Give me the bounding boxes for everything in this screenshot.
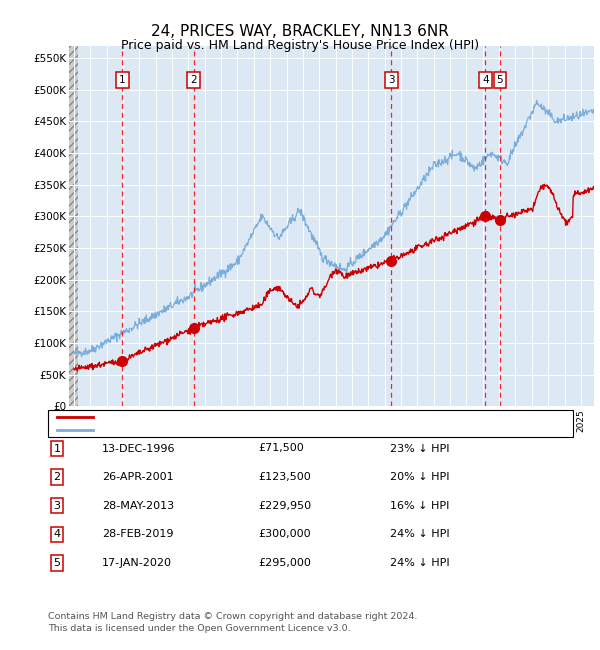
Text: £123,500: £123,500 bbox=[258, 472, 311, 482]
Text: HPI: Average price, detached house, West Northamptonshire: HPI: Average price, detached house, West… bbox=[97, 424, 414, 435]
Text: 4: 4 bbox=[53, 529, 61, 539]
Text: 3: 3 bbox=[388, 75, 395, 85]
Bar bbox=[69, 46, 78, 406]
Text: 28-MAY-2013: 28-MAY-2013 bbox=[102, 500, 174, 511]
Text: 24% ↓ HPI: 24% ↓ HPI bbox=[390, 529, 449, 539]
Text: 5: 5 bbox=[53, 558, 61, 568]
Text: 24, PRICES WAY, BRACKLEY, NN13 6NR: 24, PRICES WAY, BRACKLEY, NN13 6NR bbox=[151, 23, 449, 39]
Text: 23% ↓ HPI: 23% ↓ HPI bbox=[390, 443, 449, 454]
Text: £300,000: £300,000 bbox=[258, 529, 311, 539]
Text: 24% ↓ HPI: 24% ↓ HPI bbox=[390, 558, 449, 568]
Text: 20% ↓ HPI: 20% ↓ HPI bbox=[390, 472, 449, 482]
Text: 17-JAN-2020: 17-JAN-2020 bbox=[102, 558, 172, 568]
Text: 2: 2 bbox=[190, 75, 197, 85]
Text: 28-FEB-2019: 28-FEB-2019 bbox=[102, 529, 173, 539]
Text: £295,000: £295,000 bbox=[258, 558, 311, 568]
Text: 13-DEC-1996: 13-DEC-1996 bbox=[102, 443, 176, 454]
Text: 1: 1 bbox=[119, 75, 125, 85]
Text: 24, PRICES WAY, BRACKLEY, NN13 6NR (detached house): 24, PRICES WAY, BRACKLEY, NN13 6NR (deta… bbox=[97, 412, 395, 423]
Text: 2: 2 bbox=[53, 472, 61, 482]
Text: 16% ↓ HPI: 16% ↓ HPI bbox=[390, 500, 449, 511]
Text: Contains HM Land Registry data © Crown copyright and database right 2024.
This d: Contains HM Land Registry data © Crown c… bbox=[48, 612, 418, 633]
Text: 26-APR-2001: 26-APR-2001 bbox=[102, 472, 173, 482]
Text: £71,500: £71,500 bbox=[258, 443, 304, 454]
Text: 1: 1 bbox=[53, 443, 61, 454]
Text: 4: 4 bbox=[482, 75, 489, 85]
Text: £229,950: £229,950 bbox=[258, 500, 311, 511]
Text: Price paid vs. HM Land Registry's House Price Index (HPI): Price paid vs. HM Land Registry's House … bbox=[121, 39, 479, 52]
Text: 3: 3 bbox=[53, 500, 61, 511]
Text: 5: 5 bbox=[497, 75, 503, 85]
